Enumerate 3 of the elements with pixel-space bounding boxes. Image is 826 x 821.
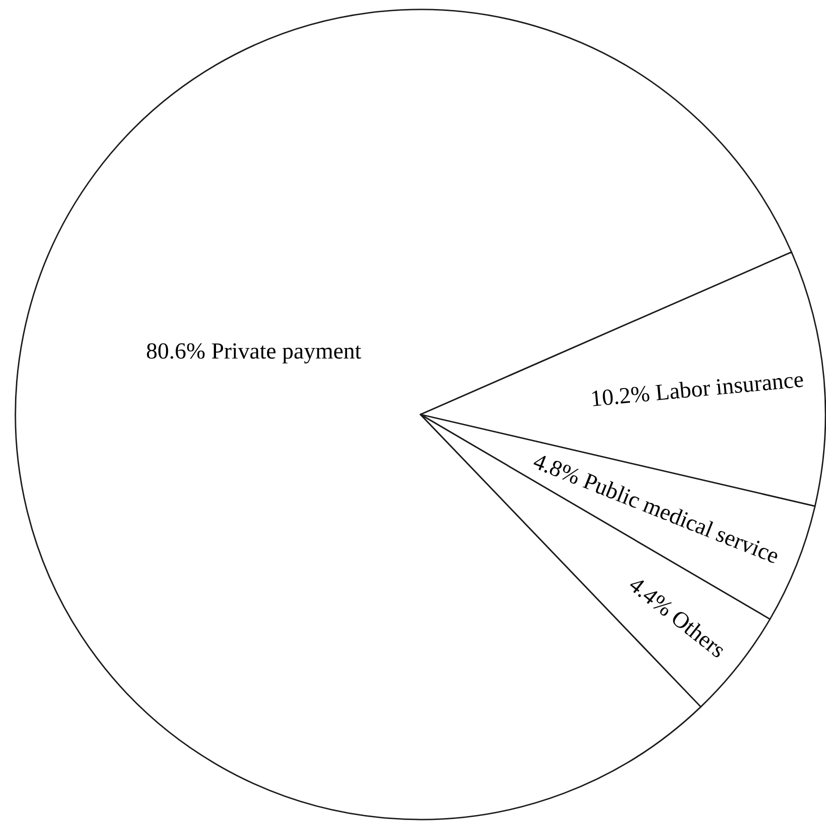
slice-label: 10.2% Labor insurance xyxy=(589,366,805,412)
slice-label: 80.6% Private payment xyxy=(146,338,362,364)
slice-label: 4.8% Public medical service xyxy=(530,448,783,569)
